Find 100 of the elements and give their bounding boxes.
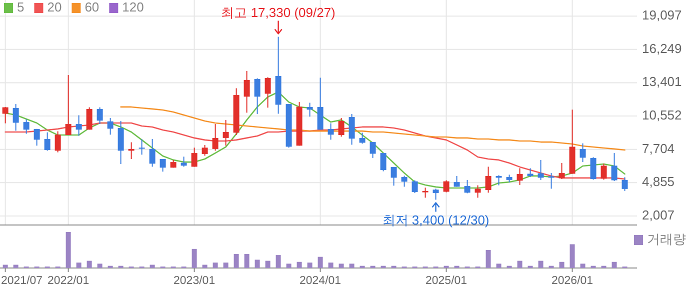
candlestick (212, 124, 218, 152)
candlestick (306, 102, 313, 118)
bar (192, 248, 197, 268)
candlestick (54, 130, 61, 153)
legend-label: 20 (47, 0, 62, 14)
bar (296, 262, 302, 268)
candlestick (401, 175, 408, 188)
legend: 거래량 (634, 231, 686, 246)
bar (202, 264, 208, 268)
candlestick (86, 106, 92, 130)
x-tick-label: 2024/01 (300, 275, 342, 287)
candlestick (118, 120, 124, 165)
x-tick-label: 2022/01 (48, 275, 90, 287)
bar (2, 264, 8, 268)
candlestick (44, 132, 50, 152)
bar (212, 262, 218, 268)
candlestick (34, 128, 40, 146)
bar (570, 244, 575, 268)
bar (486, 250, 491, 268)
bar (276, 255, 281, 268)
annotation: 최고 17,330 (09/27) (221, 4, 336, 34)
bar (318, 256, 323, 268)
y-tick-label: 10,552 (642, 107, 682, 122)
candlestick (317, 77, 324, 130)
x-tick-label: 2021/07 (1, 275, 43, 287)
bar (150, 264, 155, 268)
candlestick (348, 113, 355, 146)
candlestick (370, 142, 376, 158)
candlestick (443, 180, 450, 193)
candlestick (474, 184, 481, 198)
candlestick (412, 180, 418, 194)
candlestick (328, 122, 334, 140)
y-tick-label: 2,007 (642, 207, 675, 222)
y-tick-label: 7,704 (642, 140, 675, 156)
candlestick (222, 119, 229, 146)
bar (517, 260, 522, 268)
candlestick (160, 158, 166, 172)
bar (349, 264, 354, 268)
candlestick (23, 118, 30, 134)
candlestick (390, 166, 397, 186)
y-tick-label: 13,401 (642, 74, 682, 90)
candlestick (580, 142, 586, 163)
candlestick (65, 74, 72, 136)
candlestick (590, 156, 596, 180)
y-tick-label: 19,097 (642, 8, 682, 23)
candlestick (264, 76, 271, 108)
candlestick (338, 117, 344, 138)
legend-label: 120 (122, 0, 144, 14)
bar (265, 260, 270, 268)
candlestick (600, 163, 607, 180)
x-tick-label: 2026/01 (551, 275, 594, 287)
bar (612, 262, 617, 268)
legend-label: 5 (17, 0, 24, 14)
bar (76, 262, 82, 268)
bar (328, 262, 334, 268)
annotation: 최고 17,330 (09/27) (221, 4, 336, 20)
bar (13, 264, 18, 268)
candlestick (558, 162, 565, 180)
bar (286, 264, 292, 268)
bar (86, 260, 92, 268)
candlestick (2, 106, 8, 124)
candlestick (380, 152, 386, 172)
candlestick (611, 152, 618, 182)
bar (254, 260, 260, 268)
bar (307, 262, 312, 268)
y-tick-label: 4,855 (642, 174, 675, 190)
candlestick (76, 114, 82, 136)
legend-label: 거래량 (647, 231, 686, 246)
x-tick-label: 2023/01 (174, 275, 216, 287)
bar (338, 264, 344, 268)
candlestick (191, 147, 198, 168)
legend-label: 60 (84, 0, 100, 14)
bar (559, 262, 564, 268)
candlestick (516, 168, 523, 186)
bar (97, 264, 102, 268)
y-tick-label: 16,249 (642, 40, 682, 56)
candlestick (149, 138, 156, 168)
annotation: 최저 3,400 (12/30) (382, 212, 490, 228)
bar (538, 260, 544, 268)
candlestick (180, 156, 187, 168)
candlestick (538, 159, 544, 180)
bar (223, 262, 228, 268)
bar (580, 264, 586, 268)
candlestick (254, 78, 260, 114)
bar (496, 264, 502, 268)
candlestick (202, 144, 208, 156)
candlestick (464, 179, 470, 194)
candlestick (622, 176, 628, 192)
candlestick (359, 132, 366, 144)
bar (66, 232, 71, 268)
x-tick-label: 2025/01 (426, 275, 468, 287)
candlestick (485, 166, 492, 194)
bar (244, 254, 250, 268)
candlestick (107, 117, 114, 136)
annotation: 최저 3,400 (12/30) (382, 202, 490, 228)
bar (234, 254, 239, 268)
candlestick (422, 187, 428, 198)
candlestick (432, 188, 439, 200)
candlestick (138, 138, 145, 156)
candlestick (96, 106, 103, 125)
